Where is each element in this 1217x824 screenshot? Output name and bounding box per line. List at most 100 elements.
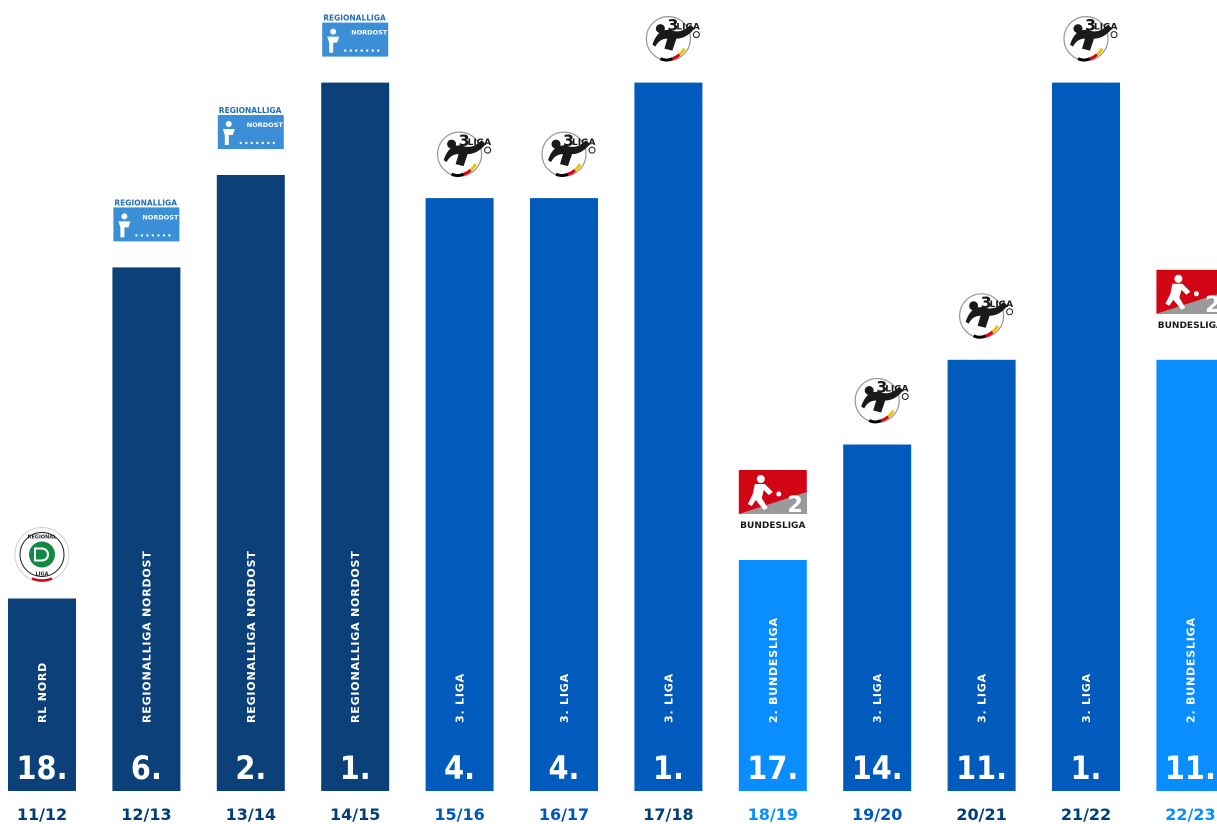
season-label: 15/16 [434, 805, 484, 824]
logo-dot [250, 141, 253, 145]
logo-number: 3 [876, 378, 887, 397]
player-head-icon [1073, 24, 1083, 34]
player-silhouette-icon [747, 484, 773, 510]
player-silhouette-icon [1165, 283, 1191, 310]
logo-number: 3 [667, 16, 678, 35]
logo-dot [377, 49, 380, 52]
season-label: 22/23 [1165, 805, 1215, 824]
bar-14-15 [321, 82, 390, 792]
logo-text-top: REGIONALLIGA [219, 106, 282, 115]
flag-gold-arc [1096, 47, 1104, 56]
rank-label: 1. [653, 749, 684, 787]
logo-text: LIGA [990, 300, 1013, 310]
logo-dot [140, 234, 144, 237]
player-head-icon [756, 475, 765, 483]
flag-gold-arc [678, 47, 686, 56]
ball-icon [1110, 31, 1118, 39]
logo-text: LIGA [885, 385, 908, 395]
player-head-icon [1174, 274, 1183, 283]
league-label: REGIONALLIGA NORDOST [245, 550, 258, 723]
season-label: 17/18 [643, 805, 693, 824]
logo-number: 2 [1205, 293, 1217, 318]
season-label: 19/20 [852, 805, 902, 824]
ball-icon [901, 393, 909, 400]
logo-text: LIGA [468, 138, 491, 148]
logo-number: 3 [1085, 16, 1096, 35]
flag-black-arc [972, 334, 987, 339]
flag-black-arc [555, 172, 569, 178]
logo-dot [272, 141, 275, 145]
season-label: 11/12 [17, 805, 67, 824]
player-head-icon [864, 386, 874, 395]
ball-icon [484, 146, 492, 154]
logo-text: BUNDESLIGA [740, 521, 805, 531]
bar-21-22 [1052, 82, 1120, 792]
2-bundesliga-logo: 2 BUNDESLIGA [1156, 269, 1217, 331]
rank-label: 2. [235, 749, 266, 787]
flag-gold-arc [887, 409, 895, 418]
rank-label: 14. [852, 749, 903, 787]
logo-text: LIGA [572, 138, 595, 148]
bar-13-14 [216, 175, 285, 791]
rank-label: 18. [17, 749, 68, 787]
logo-text: LIGA [1094, 23, 1117, 33]
flag-gold-arc [574, 163, 582, 172]
bars-group [8, 82, 1217, 792]
logo-text-bottom: NORDOST [247, 121, 284, 129]
player-silhouette-icon [327, 36, 340, 53]
flag-gold-arc [991, 325, 999, 334]
logo-gray-panel [738, 492, 807, 514]
logo-inner-ring [19, 532, 65, 577]
player-head-icon [655, 24, 665, 34]
rank-label: 4. [444, 749, 475, 787]
rank-label: 11. [956, 749, 1007, 787]
ball-icon [1006, 308, 1014, 316]
player-head-icon [121, 213, 128, 220]
season-label: 14/15 [330, 805, 380, 824]
ball-icon [1193, 291, 1199, 297]
logo-dot [157, 234, 160, 237]
league-label: 2. BUNDESLIGA [1184, 617, 1197, 723]
season-label: 12/13 [121, 805, 171, 824]
rank-label: 4. [549, 749, 580, 787]
rank-label: 6. [131, 749, 162, 787]
league-label: 3. LIGA [454, 673, 467, 723]
bar-18-19 [738, 560, 807, 791]
bar-22-23 [1156, 359, 1217, 791]
ball-icon [588, 146, 596, 154]
logo-text: BUNDESLIGA [1158, 321, 1217, 331]
league-label: REGIONALLIGA NORDOST [349, 550, 362, 723]
dfb-emblem-icon [29, 541, 55, 568]
labels-group: RL NORD 18. 11/12 REGIONALLIGA NORDOST 6. 12/… [17, 550, 1216, 824]
logo-text-bottom: LIGA [35, 572, 48, 578]
player-head-icon [551, 139, 561, 149]
regionalliga-nordost-logo: REGIONALLIGA NORDOST [112, 197, 181, 244]
flag-red-arc [1089, 53, 1099, 61]
logo-dot [245, 141, 248, 145]
rank-label: 1. [1071, 749, 1102, 787]
flag-red-arc [985, 330, 994, 338]
logo-dot [162, 234, 166, 237]
player-head-icon [330, 28, 337, 35]
league-label: 3. LIGA [662, 673, 675, 723]
2-bundesliga-logo: 2 BUNDESLIGA [738, 470, 807, 531]
season-label: 21/22 [1061, 805, 1111, 824]
bar-17-18 [634, 82, 703, 792]
season-label: 13/14 [226, 805, 276, 824]
logo-dot [256, 141, 259, 145]
logo-text-bottom: NORDOST [351, 29, 388, 37]
logo-dot [267, 141, 270, 145]
logo-text-top: REGIONALLIGA [323, 14, 386, 23]
logos-group: REGIONAL LIGA REGIONALLIGA NORDOST REGIONALL… [14, 12, 1217, 582]
player-silhouette-icon [222, 129, 235, 145]
flag-red-arc [671, 53, 681, 61]
player-silhouette-icon [118, 221, 131, 238]
flag-red-arc [880, 415, 890, 422]
logo-text-top: REGIONAL [28, 535, 58, 541]
flag-black-arc [1077, 57, 1091, 62]
